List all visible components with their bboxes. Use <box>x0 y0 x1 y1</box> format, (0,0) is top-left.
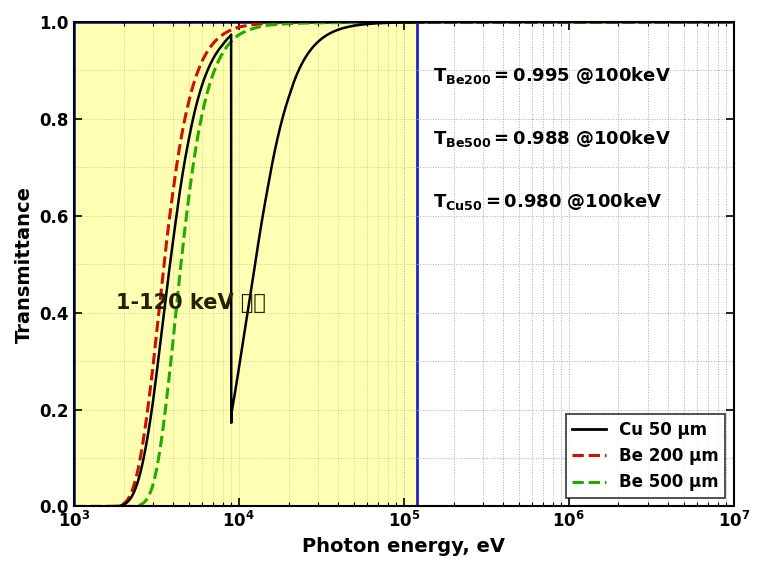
Be 200 μm <box>499 19 508 26</box>
Be 500 μm <box>499 19 508 26</box>
Cu 50 μm <box>612 19 621 26</box>
Line: Cu 50 μm: Cu 50 μm <box>74 22 734 506</box>
Be 500 μm <box>562 19 571 26</box>
Text: $\mathbf{T_{Be500}}$$\mathbf{=0.988\ @100keV}$: $\mathbf{T_{Be500}}$$\mathbf{=0.988\ @10… <box>433 128 671 149</box>
Be 500 μm <box>70 503 79 510</box>
Be 500 μm <box>189 158 198 164</box>
Legend: Cu 50 μm, Be 200 μm, Be 500 μm: Cu 50 μm, Be 200 μm, Be 500 μm <box>565 414 725 498</box>
Line: Be 500 μm: Be 500 μm <box>74 22 734 506</box>
Cu 50 μm <box>70 503 79 510</box>
Text: 1-120 keV 구간: 1-120 keV 구간 <box>116 293 266 313</box>
Be 200 μm <box>189 80 198 87</box>
Cu 50 μm <box>729 19 738 26</box>
Y-axis label: Transmittance: Transmittance <box>15 186 34 343</box>
Be 500 μm <box>612 19 621 26</box>
Be 200 μm <box>562 19 571 26</box>
Cu 50 μm <box>562 19 571 26</box>
Be 200 μm <box>70 503 79 510</box>
Be 200 μm <box>465 19 474 26</box>
Text: $\mathbf{T_{Be200}}$$\mathbf{=0.995\ @100keV}$: $\mathbf{T_{Be200}}$$\mathbf{=0.995\ @10… <box>433 65 671 86</box>
Text: $\mathbf{T_{Cu50}}$$\mathbf{=0.980\ @100keV}$: $\mathbf{T_{Cu50}}$$\mathbf{=0.980\ @100… <box>433 191 662 212</box>
X-axis label: Photon energy, eV: Photon energy, eV <box>302 537 506 556</box>
Be 200 μm <box>612 19 621 26</box>
Be 200 μm <box>729 19 738 26</box>
Cu 50 μm <box>321 32 330 39</box>
Cu 50 μm <box>499 19 508 26</box>
Be 500 μm <box>729 19 738 26</box>
Bar <box>74 22 417 506</box>
Cu 50 μm <box>189 112 198 119</box>
Cu 50 μm <box>465 19 474 26</box>
Be 200 μm <box>321 19 330 26</box>
Be 500 μm <box>321 19 330 26</box>
Be 500 μm <box>465 19 474 26</box>
Line: Be 200 μm: Be 200 μm <box>74 22 734 506</box>
